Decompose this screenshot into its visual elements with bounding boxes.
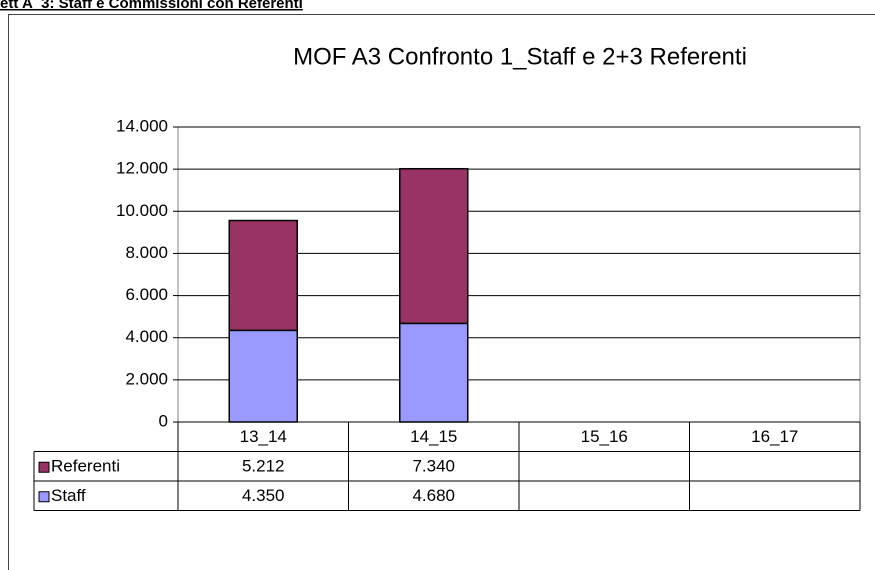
y-tick-label: 14.000 [116, 116, 168, 135]
legend-swatch [38, 461, 50, 473]
x-tick-label: 14_15 [410, 427, 457, 446]
x-tick-label: 15_16 [581, 427, 628, 446]
y-tick-label: 4.000 [125, 327, 168, 346]
legend-label: Staff [51, 486, 86, 505]
y-tick-label: 0 [159, 411, 168, 430]
chart-title: MOF A3 Confronto 1_Staff e 2+3 Referenti [293, 43, 747, 70]
y-tick-label: 8.000 [125, 243, 168, 262]
y-tick-label: 2.000 [125, 369, 168, 388]
y-tick-label: 12.000 [116, 159, 168, 178]
data-label: 5.212 [242, 457, 285, 476]
bar [228, 329, 298, 423]
x-tick-label: 13_14 [240, 427, 287, 446]
data-label: 4.350 [242, 486, 285, 505]
legend-swatch [38, 491, 50, 503]
data-label: 4.680 [412, 486, 455, 505]
x-tick-label: 16_17 [751, 427, 798, 446]
y-tick-label: 6.000 [125, 285, 168, 304]
page-heading: ett A_3: Staff e Commissioni con Referen… [0, 0, 303, 12]
legend-label: Referenti [51, 457, 120, 476]
bar [399, 322, 469, 423]
bar [228, 219, 298, 332]
y-tick-label: 10.000 [116, 201, 168, 220]
data-label: 7.340 [412, 457, 455, 476]
bar [399, 167, 469, 325]
